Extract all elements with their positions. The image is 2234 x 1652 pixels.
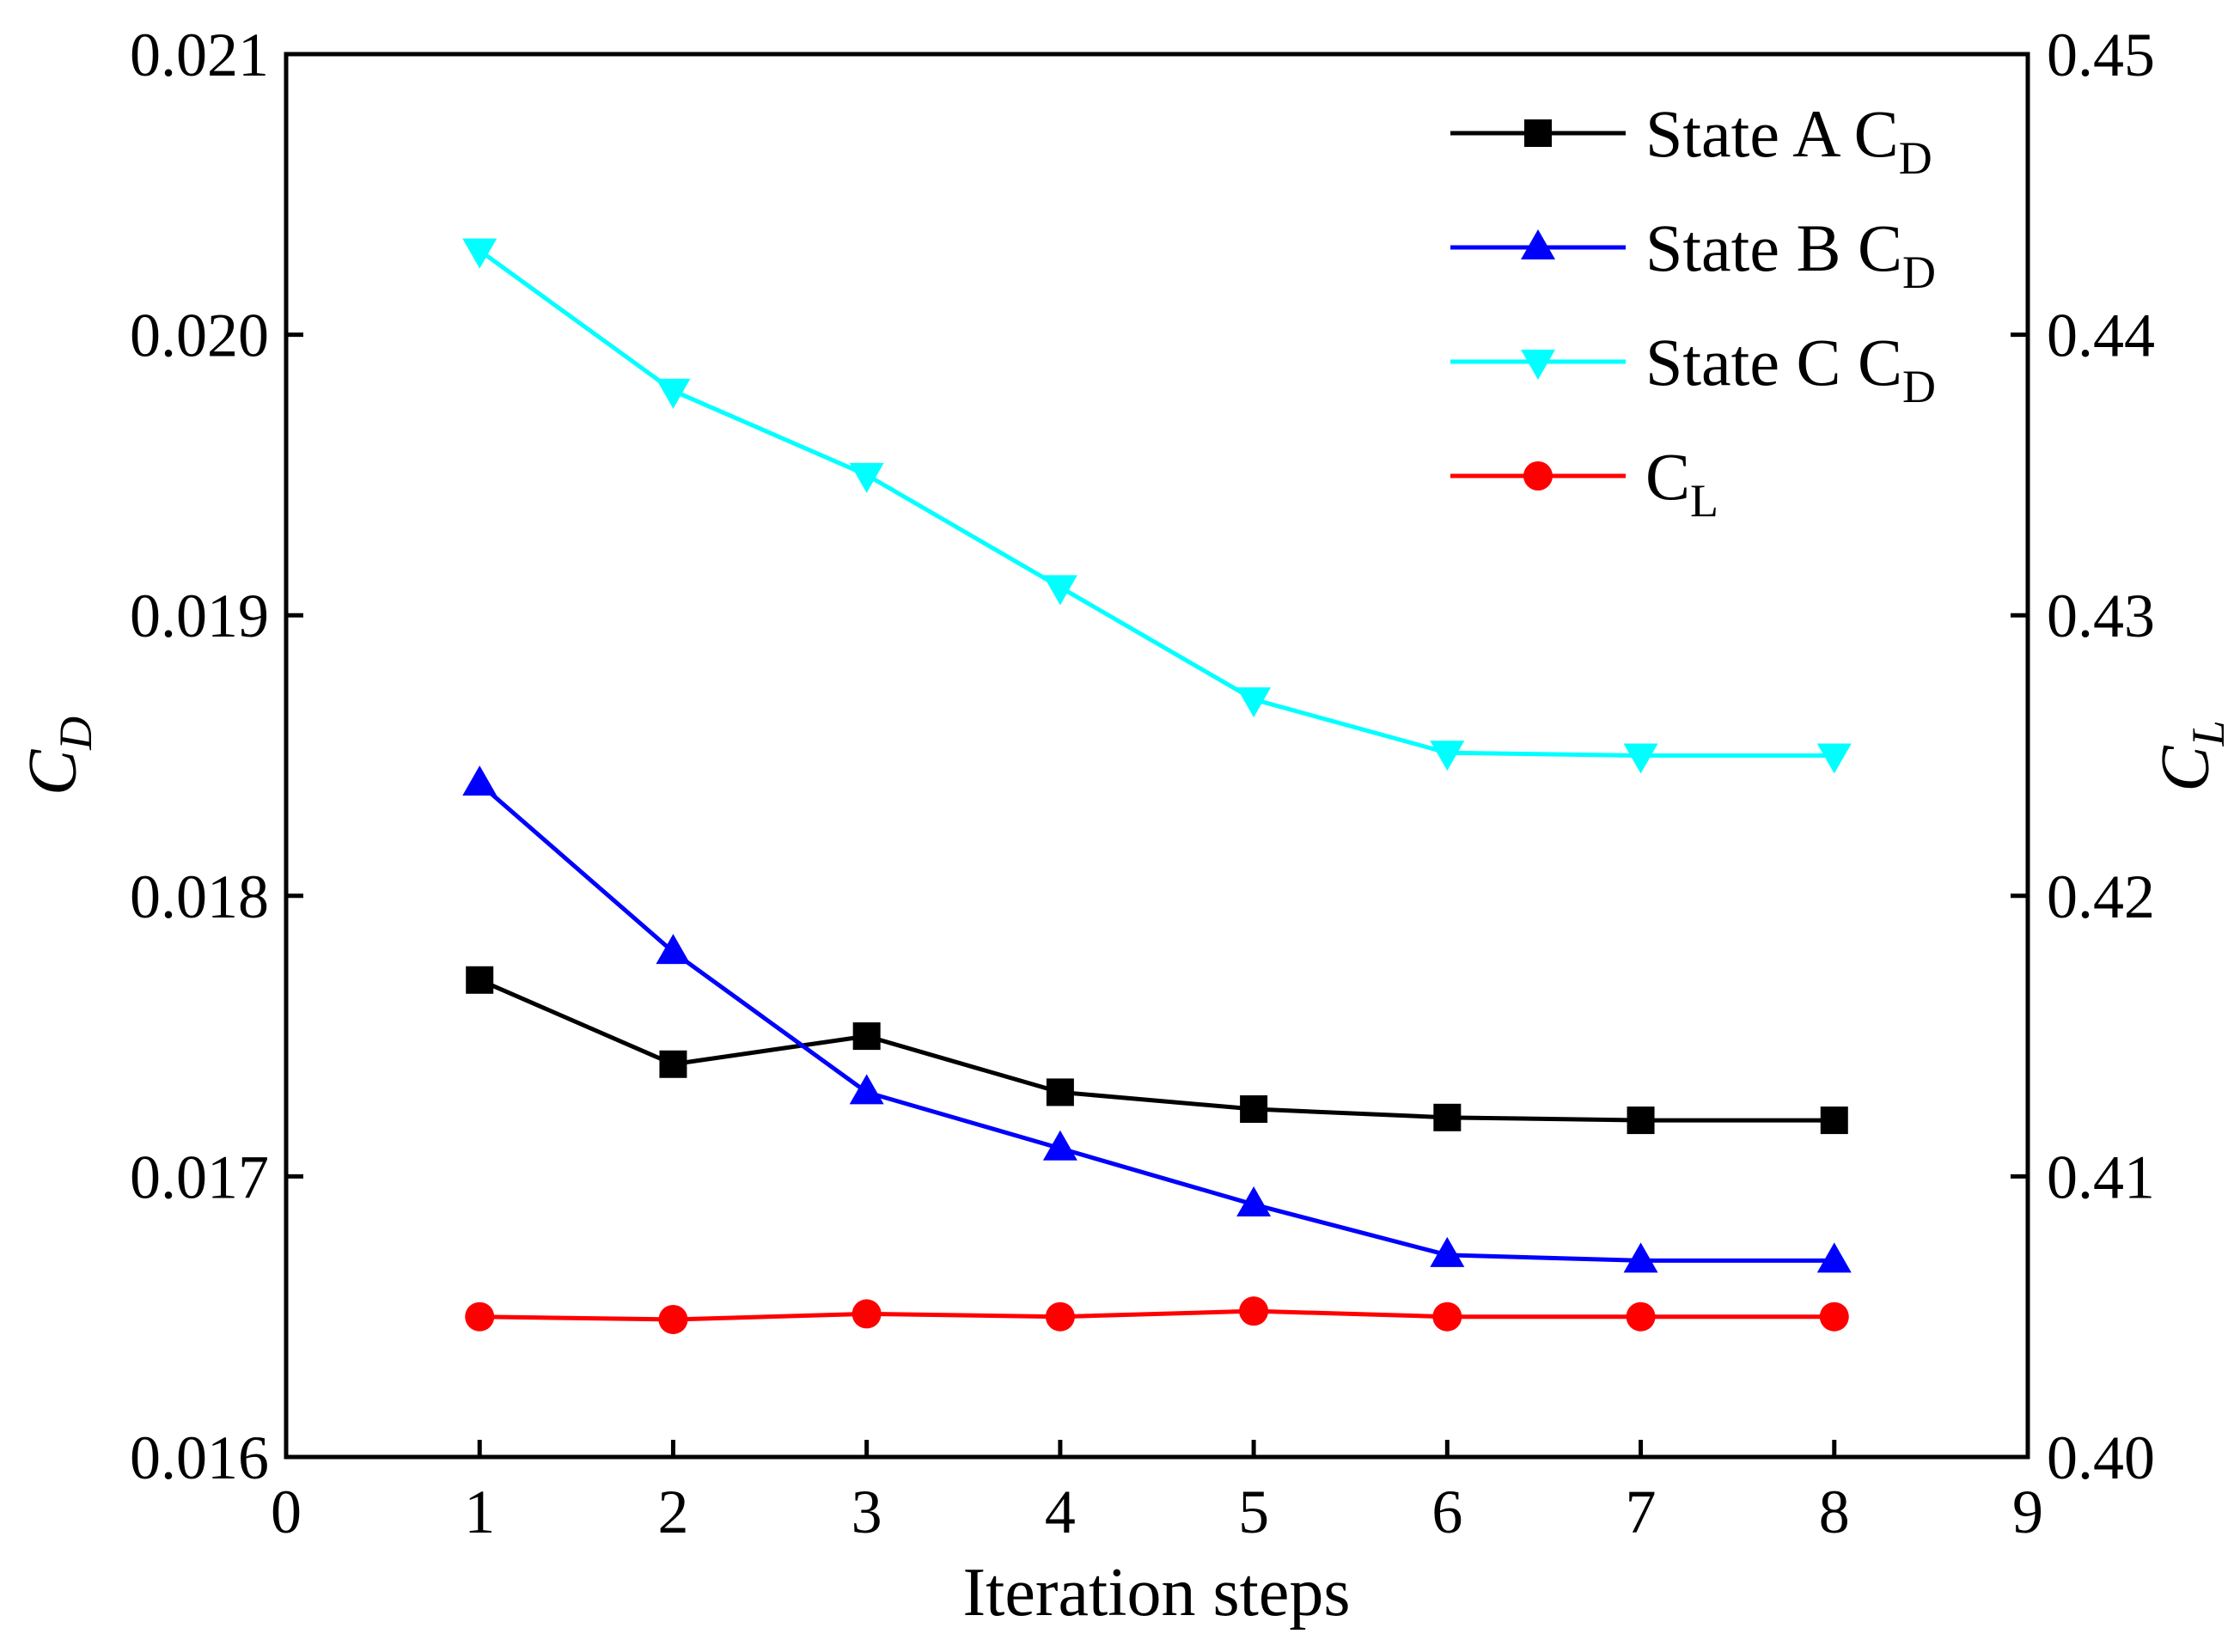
legend-label-main: State A C: [1645, 96, 1899, 171]
data-point-state-a-c-d: [852, 1022, 881, 1051]
legend-marker: [1523, 461, 1553, 491]
data-point-state-b-c-d: [1623, 1242, 1658, 1273]
legend-marker: [1524, 119, 1552, 147]
y-left-tick-label: 0.018: [130, 863, 269, 931]
data-point-c-l: [1819, 1301, 1849, 1332]
data-point-c-l: [658, 1304, 688, 1334]
data-point-c-l: [1626, 1301, 1656, 1332]
data-point-state-c-c-d: [1816, 743, 1852, 774]
y-left-axis-title-main: C: [15, 748, 91, 796]
x-tick-label: 3: [851, 1478, 882, 1546]
y-right-tick-label: 0.40: [2047, 1423, 2155, 1492]
legend-label: State B CD: [1645, 210, 1936, 298]
x-tick-label: 0: [271, 1478, 302, 1546]
data-point-state-b-c-d: [1236, 1186, 1272, 1217]
series-state-b-c-d: [462, 765, 1852, 1273]
legend-label-sub: D: [1902, 247, 1936, 298]
legend-label: State A CD: [1645, 96, 1932, 184]
y-left-tick-label: 0.017: [130, 1143, 269, 1211]
legend-marker: [1521, 229, 1555, 259]
legend-item-c-l: CL: [1450, 439, 1718, 527]
data-point-state-b-c-d: [462, 765, 497, 796]
data-point-state-a-c-d: [466, 966, 494, 994]
data-point-c-l: [465, 1301, 495, 1332]
x-tick-label: 5: [1238, 1478, 1269, 1546]
data-point-state-c-c-d: [656, 378, 691, 409]
data-point-state-a-c-d: [659, 1050, 687, 1078]
data-point-state-c-c-d: [1623, 743, 1658, 774]
data-point-state-b-c-d: [849, 1074, 884, 1105]
y-right-tick-label: 0.45: [2047, 21, 2155, 89]
x-tick-label: 6: [1431, 1478, 1462, 1546]
legend-label-main: State C C: [1645, 325, 1902, 399]
y-left-tick-label: 0.020: [130, 302, 269, 370]
series-line-c-l: [479, 1308, 1834, 1322]
data-point-state-c-c-d: [462, 238, 497, 269]
y-right-axis-title-sub: L: [2182, 720, 2234, 747]
legend-item-state-b-c-d: State B CD: [1450, 210, 1936, 298]
y-right-tick-label: 0.41: [2047, 1143, 2155, 1211]
data-point-state-b-c-d: [1816, 1242, 1852, 1273]
y-right-tick-label: 0.44: [2047, 302, 2155, 370]
data-point-state-c-c-d: [1430, 741, 1465, 771]
x-tick-label: 9: [2012, 1478, 2043, 1546]
legend-label-sub: D: [1899, 132, 1932, 184]
legend-item-state-a-c-d: State A CD: [1450, 96, 1932, 184]
x-tick-label: 2: [657, 1478, 688, 1546]
y-left-tick-label: 0.021: [130, 21, 269, 89]
x-tick-label: 7: [1626, 1478, 1657, 1546]
data-point-state-a-c-d: [1240, 1095, 1268, 1124]
x-axis-ticks: 0 1 2 3 4 5 6 7 8 9: [271, 1440, 2043, 1546]
data-point-state-b-c-d: [1042, 1130, 1077, 1161]
data-point-state-c-c-d: [1042, 575, 1077, 606]
data-point-state-c-c-d: [1236, 687, 1272, 718]
y-left-axis-title: CD: [15, 716, 101, 796]
legend-item-state-c-c-d: State C CD: [1450, 325, 1936, 412]
data-point-state-a-c-d: [1820, 1106, 1848, 1135]
x-tick-label: 4: [1045, 1478, 1076, 1546]
legend-label-main: State B C: [1645, 210, 1902, 285]
series-state-a-c-d: [466, 966, 1848, 1135]
y-right-tick-label: 0.42: [2047, 863, 2155, 931]
series-line-state-c-c-d: [478, 248, 1834, 758]
legend-label-main: C: [1645, 439, 1690, 514]
y-left-axis-ticks: 0.016 0.017 0.018 0.019 0.020 0.021: [130, 21, 303, 1492]
data-point-state-a-c-d: [1433, 1103, 1462, 1131]
series-c-l: [465, 1296, 1849, 1334]
legend-label-sub: D: [1902, 361, 1936, 412]
y-right-axis-title-main: C: [2148, 745, 2224, 792]
data-point-state-a-c-d: [1046, 1078, 1074, 1106]
data-point-c-l: [1045, 1301, 1075, 1332]
series-line-state-a-c-d: [479, 978, 1834, 1123]
y-right-axis-title: CL: [2148, 720, 2234, 791]
legend-label-sub: L: [1690, 475, 1718, 527]
series-line-state-b-c-d: [478, 782, 1834, 1263]
series-layer: [462, 238, 1852, 1334]
y-right-axis-ticks: 0.40 0.41 0.42 0.43 0.44 0.45: [2011, 21, 2155, 1492]
data-point-c-l: [851, 1299, 882, 1329]
legend-label: CL: [1645, 439, 1718, 527]
y-left-tick-label: 0.016: [130, 1423, 269, 1492]
data-point-c-l: [1239, 1296, 1269, 1326]
x-tick-label: 8: [1819, 1478, 1850, 1546]
data-point-state-b-c-d: [1430, 1236, 1465, 1267]
data-point-c-l: [1432, 1301, 1462, 1332]
plot-frame: [284, 52, 2030, 1460]
data-point-state-a-c-d: [1627, 1106, 1655, 1135]
y-right-tick-label: 0.43: [2047, 582, 2155, 650]
x-tick-label: 1: [464, 1478, 495, 1546]
legend-marker: [1521, 350, 1555, 380]
y-left-tick-label: 0.019: [130, 582, 269, 650]
data-point-state-c-c-d: [849, 462, 884, 493]
data-point-state-b-c-d: [656, 934, 691, 965]
legend-label: State C CD: [1645, 325, 1936, 412]
x-axis-title: Iteration steps: [963, 1555, 1351, 1631]
y-left-axis-title-sub: D: [50, 716, 101, 751]
series-state-c-c-d: [462, 238, 1852, 774]
